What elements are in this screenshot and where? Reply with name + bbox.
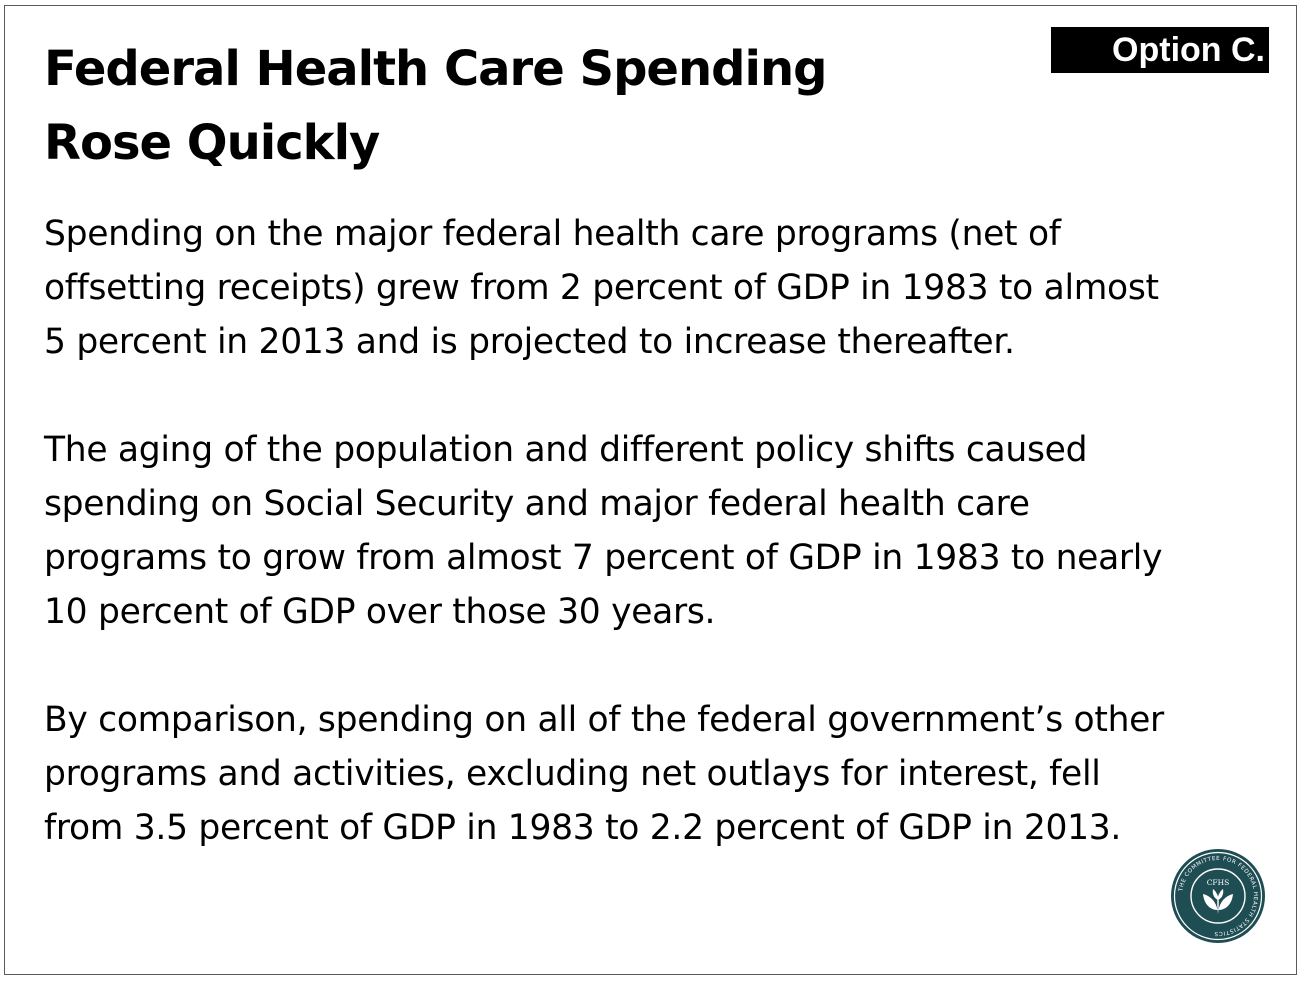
paragraph-line: programs and activities, excluding net o… (44, 754, 1101, 794)
cfhs-logo-icon: THE COMMITTEE FOR FEDERAL HEALTH STATIST… (1171, 849, 1265, 943)
plant-seal-icon (1203, 889, 1233, 914)
option-badge: Option C. (1051, 27, 1269, 73)
slide-title-line: Federal Health Care Spending (44, 41, 828, 97)
paragraph-line: By comparison, spending on all of the fe… (44, 700, 1164, 740)
slide-title-line: Rose Quickly (44, 115, 380, 171)
paragraph-line: from 3.5 percent of GDP in 1983 to 2.2 p… (44, 808, 1122, 848)
paragraph-line: 5 percent in 2013 and is projected to in… (44, 322, 1015, 362)
paragraph-line: offsetting receipts) grew from 2 percent… (44, 268, 1159, 308)
slide-title: Federal Health Care Spending Rose Quickl… (44, 32, 1004, 180)
slide-body: Spending on the major federal health car… (44, 207, 1274, 909)
paragraph-other-programs: By comparison, spending on all of the fe… (44, 693, 1274, 855)
paragraph-line: 10 percent of GDP over those 30 years. (44, 592, 716, 632)
logo-center-text: CFHS (1207, 878, 1230, 887)
paragraph-line: The aging of the population and differen… (44, 430, 1088, 470)
paragraph-health-spending: Spending on the major federal health car… (44, 207, 1274, 369)
paragraph-aging-population: The aging of the population and differen… (44, 423, 1274, 639)
slide-frame (4, 5, 1297, 975)
paragraph-line: spending on Social Security and major fe… (44, 484, 1030, 524)
paragraph-line: programs to grow from almost 7 percent o… (44, 538, 1163, 578)
paragraph-line: Spending on the major federal health car… (44, 214, 1061, 254)
